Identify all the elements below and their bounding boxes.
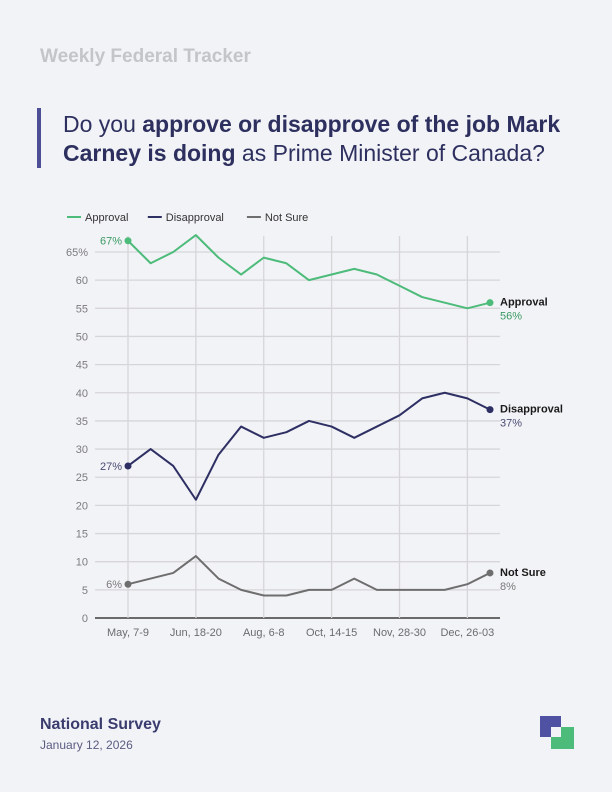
y-tick-label: 25 [76,472,88,484]
series-end-name: Approval [500,297,548,309]
legend-label: Disapproval [166,212,224,224]
x-tick-label: Dec, 26-03 [440,627,494,639]
series-start-point [124,580,132,588]
survey-question: Do you approve or disapprove of the job … [63,110,583,168]
series-start-label: 67% [100,236,122,248]
footer-date: January 12, 2026 [40,738,133,752]
series-start-point [124,462,132,470]
series-end-label: 56% [500,311,522,323]
series-end-point [486,569,494,577]
x-tick-label: Aug, 6-8 [243,627,285,639]
x-tick-label: Oct, 14-15 [306,627,357,639]
y-tick-label: 15 [76,529,88,541]
x-tick-label: May, 7-9 [107,627,149,639]
series-end-label: 8% [500,581,516,593]
question-accent-bar [37,108,41,168]
y-tick-label: 55 [76,303,88,315]
y-tick-label: 0 [82,613,88,625]
y-tick-label: 10 [76,557,88,569]
legend-label: Not Sure [265,212,308,224]
series-end-label: 37% [500,418,522,430]
question-text: Do you [63,111,143,137]
y-tick-label: 65% [66,247,88,259]
y-tick-label: 30 [76,444,88,456]
y-tick-label: 60 [76,275,88,287]
series-end-name: Disapproval [500,404,563,416]
series-end-name: Not Sure [500,567,546,579]
series-start-label: 6% [106,579,122,591]
y-tick-label: 40 [76,388,88,400]
y-tick-label: 5 [82,585,88,597]
question-text: as Prime Minister of Canada? [235,140,545,166]
x-tick-label: Jun, 18-20 [170,627,222,639]
legend-label: Approval [85,212,128,224]
series-end-point [486,406,494,414]
y-tick-label: 20 [76,500,88,512]
series-line-disapproval [127,391,491,501]
series-line-approval [127,234,491,310]
brand-title: Weekly Federal Tracker [40,46,251,67]
series-line-not-sure [127,555,491,597]
series-end-point [486,299,494,307]
y-tick-label: 45 [76,360,88,372]
question-emphasis: approve or disapprove of the job Mark Ca… [63,111,561,166]
x-tick-label: Nov, 28-30 [373,627,426,639]
y-tick-label: 50 [76,331,88,343]
series-start-point [124,237,132,245]
footer-title: National Survey [40,716,161,733]
series-start-label: 27% [100,461,122,473]
y-tick-label: 35 [76,416,88,428]
